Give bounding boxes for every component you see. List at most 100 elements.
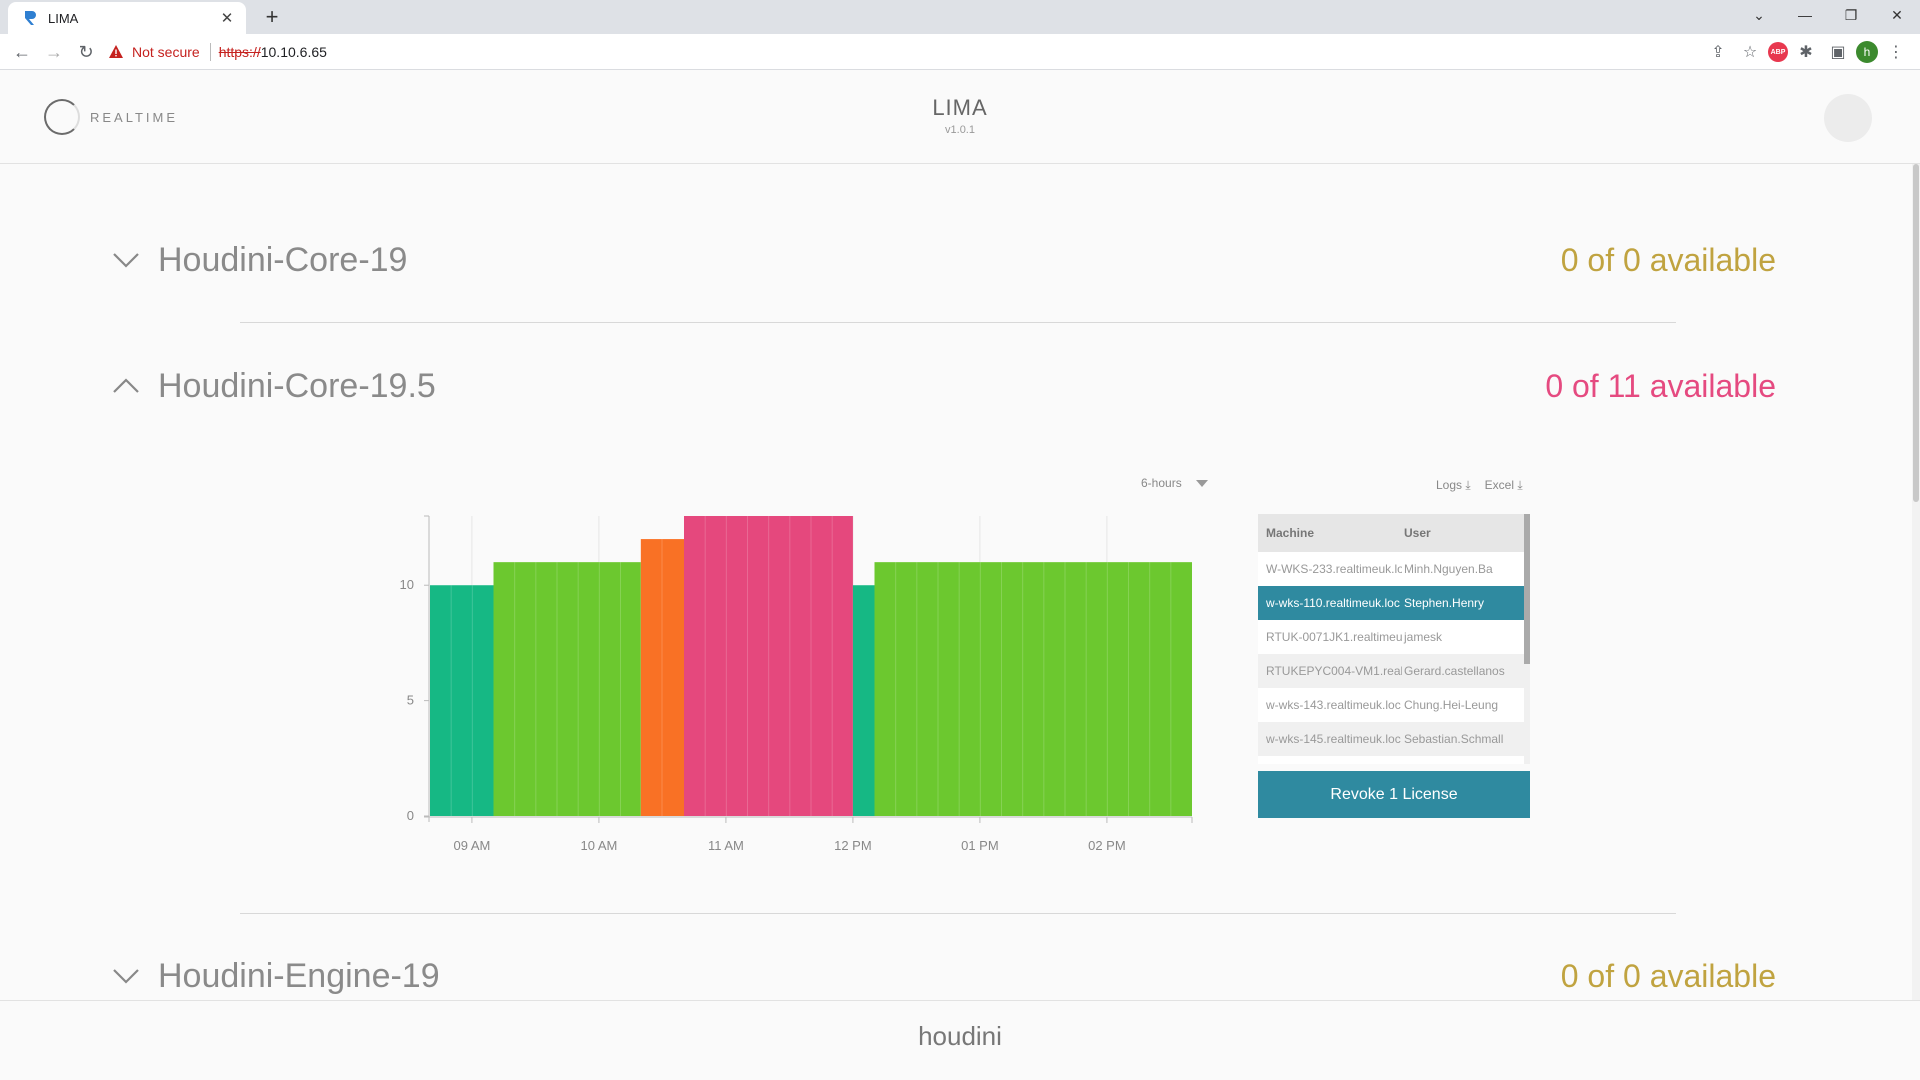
user-avatar[interactable] — [1824, 94, 1872, 142]
availability-label: 0 of 11 available — [1545, 367, 1776, 404]
chart-bar — [852, 585, 875, 816]
extensions-icon[interactable]: ✱ — [1799, 44, 1813, 61]
dropdown-caret-icon — [1195, 479, 1208, 487]
menu-kebab-icon[interactable]: ⋮ — [1888, 44, 1904, 61]
toolbar-actions: ⇪ ☆ ABP ✱ ▣ h ⋮ — [1704, 38, 1910, 66]
machine-cell: w-wks-110.realtimeuk.loc — [1266, 596, 1400, 610]
adblock-icon[interactable]: ABP — [1768, 42, 1788, 62]
url-protocol: https:// — [218, 44, 261, 60]
table-scrollbar[interactable] — [1524, 514, 1530, 764]
table-row[interactable]: w-wks-145.realtimeuk.loc Sebastian.Schmal… — [1258, 722, 1530, 756]
app-title: LIMA — [932, 95, 988, 120]
user-cell: Gerard.castellanos — [1404, 664, 1505, 678]
user-cell: Chung.Hei-Leung — [1404, 698, 1499, 712]
revoke-license-button[interactable]: Revoke 1 License — [1258, 771, 1530, 818]
column-header-user[interactable]: User — [1404, 526, 1431, 540]
section-houdini-engine-19[interactable]: Houdini-Engine-19 0 of 0 available — [106, 956, 1776, 996]
logo-ring-icon — [44, 99, 80, 135]
x-tick-label: 02 PM — [1088, 838, 1126, 853]
table-scroll-thumb[interactable] — [1524, 514, 1530, 664]
warning-icon — [109, 45, 123, 58]
omnibox-divider — [209, 43, 211, 61]
share-icon[interactable]: ⇪ — [1711, 44, 1725, 61]
machine-cell: RTUKEPYC004-VM1.realti — [1266, 664, 1402, 678]
availability-label: 0 of 0 available — [1560, 241, 1776, 278]
section-divider — [240, 322, 1676, 323]
page-scrollbar[interactable] — [1912, 164, 1920, 1000]
reload-icon[interactable]: ↻ — [78, 41, 94, 62]
user-cell: jamesk — [1404, 630, 1443, 644]
table-row[interactable]: RTUKEPYC004-VM1.realti Gerard.castellanos — [1258, 654, 1530, 688]
section-title: Houdini-Engine-19 — [158, 956, 440, 995]
section-houdini-core-19[interactable]: Houdini-Core-19 0 of 0 available — [106, 240, 1776, 280]
close-window-icon[interactable]: ✕ — [1891, 6, 1903, 23]
section-title: Houdini-Core-19 — [158, 240, 408, 279]
footer: houdini — [0, 1000, 1920, 1080]
user-cell: Sebastian.Schmall — [1404, 732, 1504, 746]
browser-tab[interactable]: LIMA ✕ — [8, 2, 246, 34]
y-tick-label: 5 — [407, 693, 414, 708]
excel-download-link[interactable]: Excel ⤓ — [1484, 478, 1523, 492]
profile-avatar[interactable]: h — [1856, 41, 1878, 63]
app-header: REALTIME LIMA v1.0.1 — [0, 71, 1920, 164]
app-version: v1.0.1 — [945, 124, 975, 136]
machine-cell: W-WKS-233.realtimeuk.lo — [1266, 562, 1402, 576]
user-cell: Minh.Nguyen.Ba — [1404, 562, 1493, 576]
section-title-wrap: Houdini-Core-19 — [106, 240, 407, 280]
side-panel-icon[interactable]: ▣ — [1830, 44, 1846, 61]
availability-label: 0 of 0 available — [1560, 957, 1776, 994]
minimize-icon[interactable]: — — [1798, 7, 1812, 23]
table-row[interactable]: w-wks-143.realtimeuk.loc Chung.Hei-Leung — [1258, 688, 1530, 722]
realtime-logo[interactable]: REALTIME — [44, 99, 178, 135]
page-scroll-thumb[interactable] — [1913, 164, 1919, 502]
chevron-up-icon[interactable] — [106, 366, 146, 406]
new-tab-button[interactable]: + — [265, 4, 279, 29]
table-body: W-WKS-233.realtimeuk.lo Minh.Nguyen.Ba w-w… — [1258, 552, 1530, 756]
not-secure-label[interactable]: Not secure — [132, 44, 200, 60]
license-usage-chart: 0 5 10 09 AM 10 AM 11 AM 12 PM 01 PM 02 PM — [400, 515, 1193, 853]
chevron-down-icon[interactable] — [106, 956, 146, 996]
chart-bar — [640, 539, 684, 816]
machine-cell: w-wks-143.realtimeuk.loc — [1266, 698, 1401, 712]
section-houdini-core-19-5[interactable]: Houdini-Core-19.5 0 of 11 available — [106, 366, 1776, 406]
browser-tabbar: LIMA ✕ + ⌄ — ❐ ✕ — [0, 0, 1920, 34]
logo-text: REALTIME — [90, 109, 179, 125]
x-tick-label: 10 AM — [580, 838, 617, 853]
lima-favicon-icon — [22, 10, 38, 26]
time-range-value: 6-hours — [1141, 476, 1182, 490]
table-row[interactable]: w-wks-110.realtimeuk.loc Stephen.Henry — [1258, 586, 1530, 620]
user-cell: Stephen.Henry — [1404, 596, 1485, 610]
logs-download-link[interactable]: Logs ⤓ — [1436, 478, 1471, 492]
tab-search-icon[interactable]: ⌄ — [1753, 6, 1765, 23]
chart-bar — [493, 562, 641, 816]
chart-bar — [430, 585, 494, 816]
table-row[interactable]: W-WKS-233.realtimeuk.lo Minh.Nguyen.Ba — [1258, 552, 1530, 586]
bookmark-star-icon[interactable]: ☆ — [1742, 44, 1758, 61]
address-bar[interactable]: Not secure https:// 10.10.6.65 — [108, 37, 1708, 67]
export-links: Logs ⤓ Excel ⤓ — [1436, 478, 1523, 493]
footer-label: houdini — [918, 1021, 1002, 1051]
column-header-machine[interactable]: Machine — [1266, 526, 1315, 540]
section-title-wrap: Houdini-Core-19.5 — [106, 366, 436, 406]
machine-cell: RTUK-0071JK1.realtimeuk — [1266, 630, 1402, 644]
tab-close-icon[interactable]: ✕ — [220, 10, 234, 27]
x-tick-label: 09 AM — [453, 838, 490, 853]
section-title-wrap: Houdini-Engine-19 — [106, 956, 440, 996]
section-title: Houdini-Core-19.5 — [158, 366, 436, 405]
url-host: 10.10.6.65 — [260, 44, 327, 60]
license-table: Machine User W-WKS-233.realtimeuk.lo Minh… — [1258, 514, 1530, 764]
window-controls: ⌄ — ❐ ✕ — [1736, 0, 1920, 30]
time-range-select[interactable]: 6-hours — [1141, 476, 1208, 490]
x-tick-label: 12 PM — [834, 838, 872, 853]
tab-title: LIMA — [48, 10, 79, 26]
x-tick-label: 01 PM — [961, 838, 999, 853]
back-icon[interactable]: ← — [13, 41, 31, 62]
forward-icon[interactable]: → — [45, 41, 63, 62]
restore-icon[interactable]: ❐ — [1844, 6, 1858, 23]
y-tick-label: 0 — [407, 808, 414, 823]
section-divider — [240, 913, 1676, 914]
machine-cell: w-wks-145.realtimeuk.loc — [1266, 732, 1401, 746]
table-row[interactable]: RTUK-0071JK1.realtimeuk jamesk — [1258, 620, 1530, 654]
browser-toolbar: ← → ↻ Not secure https:// 10.10.6.65 ⇪ ☆… — [0, 34, 1920, 70]
chevron-down-icon[interactable] — [106, 240, 146, 280]
